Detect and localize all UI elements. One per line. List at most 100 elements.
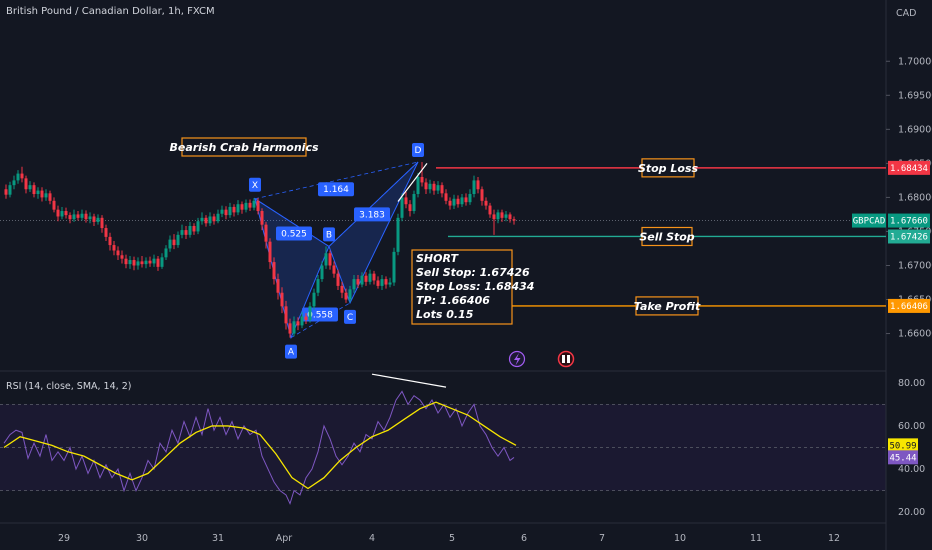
- pattern-point-x[interactable]: [249, 177, 261, 192]
- time-tick-label: 4: [369, 533, 375, 544]
- candle-body: [240, 204, 244, 210]
- pattern-point-b[interactable]: [323, 227, 335, 242]
- pattern-point-c[interactable]: [344, 309, 356, 324]
- candle-body: [200, 217, 204, 222]
- candle-body: [12, 180, 16, 186]
- event-flag-icon[interactable]: [557, 350, 575, 368]
- candle-body: [112, 245, 116, 251]
- candle-body: [56, 209, 60, 217]
- candle-body: [20, 173, 24, 179]
- pattern-ratio-badge[interactable]: [318, 182, 354, 197]
- candle-body: [452, 198, 456, 206]
- candle-body: [252, 200, 256, 208]
- candle-body: [76, 214, 80, 218]
- candle-body: [440, 185, 444, 194]
- candle-body: [356, 279, 360, 285]
- rsi-line: [3, 390, 515, 505]
- candle-body: [268, 241, 272, 263]
- trade-info-line: Sell Stop: 1.67426: [416, 266, 530, 279]
- rsi-tick-label: 60.00: [898, 421, 925, 432]
- rsi-title[interactable]: RSI (14, close, SMA, 14, 2): [6, 381, 131, 392]
- time-tick-label: 10: [674, 533, 686, 544]
- trade-levels[interactable]: Stop Loss 1.68434 Sell Stop 1.67426 Take Pro…: [436, 158, 930, 316]
- candle-body: [432, 183, 436, 191]
- candle-body: [260, 211, 264, 225]
- pattern-title-box[interactable]: [181, 137, 307, 157]
- candle-body: [476, 180, 480, 190]
- time-tick-label: 5: [449, 533, 455, 544]
- candle-body: [428, 183, 432, 190]
- pattern-ratio-badge[interactable]: [354, 207, 390, 222]
- candle-body: [108, 236, 112, 246]
- candle-body: [80, 213, 84, 218]
- candle-body: [36, 190, 40, 195]
- pattern-ratio-line: [254, 198, 330, 247]
- candle-body: [296, 321, 300, 326]
- level-label-box[interactable]: [641, 158, 695, 178]
- pattern-point-a[interactable]: [285, 344, 297, 359]
- candle-body: [472, 180, 476, 195]
- candle-body: [360, 275, 364, 285]
- candle-body: [480, 189, 484, 201]
- candle-body: [168, 239, 172, 249]
- candle-body: [248, 202, 252, 208]
- candle-body: [172, 239, 176, 246]
- pattern-point-label: A: [288, 348, 295, 358]
- candle-body: [384, 279, 388, 285]
- candle-body: [32, 185, 36, 195]
- candle-body: [224, 209, 228, 216]
- candle-body: [156, 258, 160, 267]
- pattern-point-label: C: [347, 313, 353, 323]
- harmonic-pattern[interactable]: X A B C D 0.525 0.558 1.164 3.183: [249, 143, 424, 359]
- level-label-box[interactable]: [635, 296, 699, 316]
- candle-body: [128, 260, 132, 265]
- price-tick-label: 1.66000: [898, 329, 932, 340]
- divergence-line-price[interactable]: [397, 163, 428, 202]
- divergence-line-rsi[interactable]: [371, 373, 447, 388]
- current-price-tag: GBPCAD 1.67660: [852, 213, 930, 228]
- price-tick-label: 1.69500: [898, 90, 932, 101]
- rsi-axis[interactable]: 80.00 60.00 40.00 20.00: [898, 378, 925, 518]
- candle-body: [372, 273, 376, 281]
- candle-body: [216, 213, 220, 222]
- time-axis[interactable]: 29 30 31 Apr 4 5 6 7 10 11 12: [58, 533, 840, 544]
- currency-label: CAD: [896, 8, 916, 19]
- pattern-ratio-label: 0.525: [281, 229, 307, 239]
- pattern-point-d[interactable]: [412, 143, 424, 158]
- rsi-value-tag: [888, 450, 918, 465]
- candle-body: [192, 226, 196, 232]
- lightning-icon[interactable]: [508, 350, 526, 368]
- time-tick-label: 11: [750, 533, 762, 544]
- candle-body: [352, 279, 356, 290]
- candle-body: [368, 273, 372, 282]
- pattern-ratio-badge[interactable]: [276, 226, 312, 241]
- candle-body: [232, 206, 236, 213]
- price-tick-label: 1.67000: [898, 260, 932, 271]
- time-tick-label: 12: [828, 533, 840, 544]
- candle-body: [504, 214, 508, 218]
- candle-body: [136, 261, 140, 266]
- candle-body: [492, 214, 496, 220]
- candle-body: [180, 230, 184, 235]
- trade-info-line: TP: 1.66406: [416, 294, 490, 307]
- candle-body: [96, 217, 100, 222]
- trade-info-box[interactable]: [411, 249, 513, 325]
- candle-body: [208, 216, 212, 224]
- candle-body: [48, 193, 52, 201]
- level-price-tag: [888, 160, 930, 175]
- rsi-value-text: 45.44: [889, 453, 916, 463]
- candle-body: [92, 216, 96, 222]
- candle-body: [88, 216, 92, 220]
- candle-body: [52, 200, 56, 210]
- svg-text:GBPCAD: GBPCAD: [853, 217, 886, 227]
- candle-body: [120, 255, 124, 259]
- time-tick-label: 6: [521, 533, 527, 544]
- candle-body: [300, 316, 304, 326]
- level-label: Stop Loss: [638, 162, 699, 175]
- symbol-title[interactable]: British Pound / Canadian Dollar, 1h, FXC…: [6, 6, 215, 17]
- level-label-box[interactable]: [641, 226, 693, 247]
- candle-body: [244, 202, 248, 210]
- candle-body: [496, 212, 500, 220]
- rsi-value-text: 50.99: [889, 441, 916, 451]
